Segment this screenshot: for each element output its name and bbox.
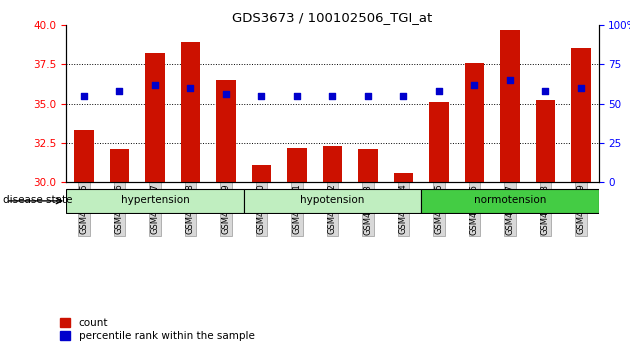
Bar bbox=[464, 63, 484, 182]
Text: disease state: disease state bbox=[3, 195, 72, 205]
Text: normotension: normotension bbox=[474, 195, 546, 205]
Bar bbox=[216, 80, 236, 182]
Bar bbox=[536, 101, 555, 182]
Point bbox=[221, 91, 231, 97]
Point bbox=[150, 82, 160, 87]
Bar bbox=[429, 102, 449, 182]
Bar bbox=[145, 53, 164, 182]
Point bbox=[363, 93, 373, 98]
Point bbox=[328, 93, 338, 98]
Point bbox=[292, 93, 302, 98]
Bar bbox=[74, 130, 94, 182]
FancyBboxPatch shape bbox=[66, 189, 244, 213]
Point bbox=[185, 85, 195, 91]
Bar bbox=[358, 149, 377, 182]
Point bbox=[469, 82, 479, 87]
Point bbox=[79, 93, 89, 98]
FancyBboxPatch shape bbox=[244, 189, 421, 213]
Bar bbox=[287, 148, 307, 182]
Title: GDS3673 / 100102506_TGI_at: GDS3673 / 100102506_TGI_at bbox=[232, 11, 432, 24]
Bar bbox=[323, 146, 342, 182]
Point bbox=[398, 93, 408, 98]
Text: hypertension: hypertension bbox=[120, 195, 189, 205]
Bar bbox=[110, 149, 129, 182]
Bar bbox=[251, 165, 271, 182]
Point bbox=[256, 93, 266, 98]
Text: hypotension: hypotension bbox=[300, 195, 365, 205]
Point bbox=[540, 88, 551, 94]
Point bbox=[433, 88, 444, 94]
Legend: count, percentile rank within the sample: count, percentile rank within the sample bbox=[55, 314, 258, 345]
Bar bbox=[500, 29, 520, 182]
Point bbox=[114, 88, 124, 94]
Point bbox=[576, 85, 586, 91]
FancyBboxPatch shape bbox=[421, 189, 598, 213]
Bar bbox=[571, 48, 590, 182]
Point bbox=[505, 77, 515, 83]
Bar bbox=[181, 42, 200, 182]
Bar bbox=[394, 173, 413, 182]
